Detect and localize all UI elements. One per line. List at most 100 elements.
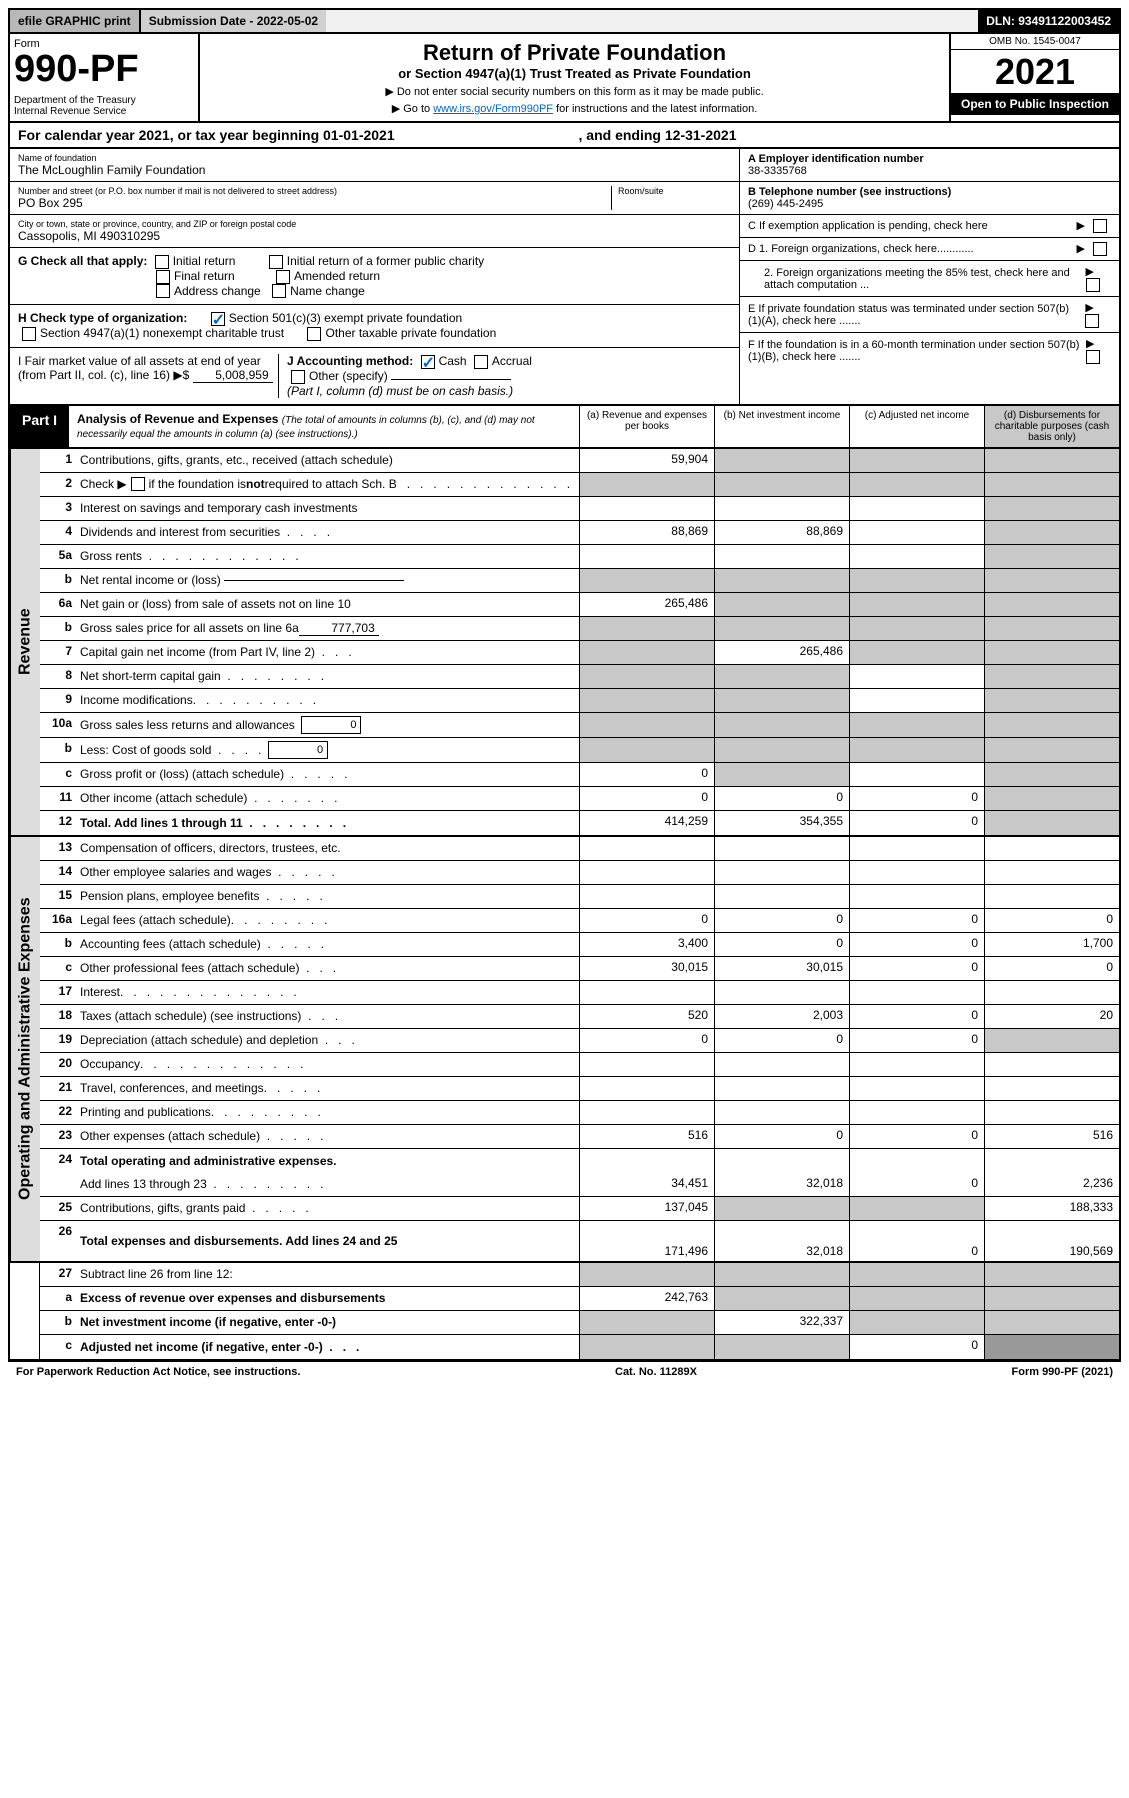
dln-label: DLN: 93491122003452: [978, 10, 1119, 32]
other-specify[interactable]: [391, 379, 511, 380]
l1-desc: Contributions, gifts, grants, etc., rece…: [76, 449, 579, 472]
l24-a-top: [579, 1149, 714, 1173]
l10a-c: [849, 713, 984, 737]
fmv-value: 5,008,959: [193, 368, 273, 383]
l10b-num: b: [40, 738, 76, 762]
l21-c: [849, 1077, 984, 1100]
g-label: G Check all that apply:: [18, 254, 147, 268]
accrual-checkbox[interactable]: [474, 355, 488, 369]
l25-b: [714, 1197, 849, 1220]
85pct-checkbox[interactable]: [1086, 278, 1100, 292]
l16c-desc: Other professional fees (attach schedule…: [76, 957, 579, 980]
l25-a: 137,045: [579, 1197, 714, 1220]
g-address: Address change: [174, 284, 261, 298]
l16a-c: 0: [849, 909, 984, 932]
section-g: G Check all that apply: Initial return I…: [10, 248, 739, 305]
foreign-org-checkbox[interactable]: [1093, 242, 1107, 256]
initial-former-checkbox[interactable]: [269, 255, 283, 269]
j-label: J Accounting method:: [287, 354, 413, 368]
col-a-header: (a) Revenue and expenses per books: [579, 406, 714, 447]
revenue-side-label: Revenue: [10, 449, 40, 835]
l15-d: [984, 885, 1119, 908]
l9-desc: Income modifications . . . . . . . . . .: [76, 689, 579, 712]
501c3-checkbox[interactable]: [211, 312, 225, 326]
l7-d: [984, 641, 1119, 664]
l13-a: [579, 837, 714, 860]
l2-a: [579, 473, 714, 496]
l9-d: [984, 689, 1119, 712]
l19-a: 0: [579, 1029, 714, 1052]
terminated-checkbox[interactable]: [1085, 314, 1099, 328]
l18-desc: Taxes (attach schedule) (see instruction…: [76, 1005, 579, 1028]
initial-return-checkbox[interactable]: [155, 255, 169, 269]
l10b-c: [849, 738, 984, 762]
l6b-inline: 777,703: [299, 621, 379, 636]
l5b-input[interactable]: [224, 580, 404, 581]
other-method-checkbox[interactable]: [291, 370, 305, 384]
d2-label: 2. Foreign organizations meeting the 85%…: [748, 267, 1082, 291]
l26-d: 190,569: [984, 1221, 1119, 1261]
l17-num: 17: [40, 981, 76, 1004]
calyear-end: 12-31-2021: [665, 127, 737, 143]
footer-catno: Cat. No. 11289X: [615, 1366, 697, 1378]
phone-label: B Telephone number (see instructions): [748, 186, 951, 198]
top-bar: efile GRAPHIC print Submission Date - 20…: [8, 8, 1121, 34]
l15-a: [579, 885, 714, 908]
l11-b: 0: [714, 787, 849, 810]
l11-a: 0: [579, 787, 714, 810]
calyear-pre: For calendar year 2021, or tax year begi…: [18, 127, 323, 143]
l27c-a: [579, 1335, 714, 1359]
amended-checkbox[interactable]: [276, 270, 290, 284]
60month-checkbox[interactable]: [1086, 350, 1100, 364]
l23-d: 516: [984, 1125, 1119, 1148]
sch-b-checkbox[interactable]: [131, 477, 145, 491]
irs-label: Internal Revenue Service: [14, 106, 194, 117]
l18-a: 520: [579, 1005, 714, 1028]
l13-b: [714, 837, 849, 860]
foundation-name: The McLoughlin Family Foundation: [18, 163, 731, 177]
name-change-checkbox[interactable]: [272, 284, 286, 298]
l5b-c: [849, 569, 984, 592]
l5b-a: [579, 569, 714, 592]
l11-d: [984, 787, 1119, 810]
irs-link[interactable]: www.irs.gov/Form990PF: [433, 103, 553, 115]
l10b-small: 0: [268, 741, 328, 759]
l8-desc: Net short-term capital gain . . . . . . …: [76, 665, 579, 688]
g-initial: Initial return: [173, 254, 236, 268]
section-i-j: I Fair market value of all assets at end…: [10, 348, 739, 404]
l27c-d: [984, 1335, 1119, 1359]
l24b-b: 32,018: [714, 1173, 849, 1196]
l20-a: [579, 1053, 714, 1076]
h-other: Other taxable private foundation: [325, 326, 496, 340]
l10c-a: 0: [579, 763, 714, 786]
l14-c: [849, 861, 984, 884]
l4-d: [984, 521, 1119, 544]
l12-c: 0: [849, 811, 984, 835]
c-label: C If exemption application is pending, c…: [748, 220, 988, 232]
address-change-checkbox[interactable]: [156, 284, 170, 298]
l14-a: [579, 861, 714, 884]
l9-num: 9: [40, 689, 76, 712]
l5b-d: [984, 569, 1119, 592]
4947-checkbox[interactable]: [22, 327, 36, 341]
l7-desc: Capital gain net income (from Part IV, l…: [76, 641, 579, 664]
l3-a: [579, 497, 714, 520]
form-header: Form 990-PF Department of the Treasury I…: [8, 34, 1121, 123]
l20-c: [849, 1053, 984, 1076]
exemption-pending-checkbox[interactable]: [1093, 219, 1107, 233]
l6b-b: [714, 617, 849, 640]
l14-desc: Other employee salaries and wages . . . …: [76, 861, 579, 884]
other-taxable-checkbox[interactable]: [307, 327, 321, 341]
final-return-checkbox[interactable]: [156, 270, 170, 284]
ein-label: A Employer identification number: [748, 153, 924, 165]
l18-c: 0: [849, 1005, 984, 1028]
expenses-side-label: Operating and Administrative Expenses: [10, 837, 40, 1261]
l18-d: 20: [984, 1005, 1119, 1028]
efile-print-button[interactable]: efile GRAPHIC print: [10, 10, 141, 32]
revenue-table: Revenue 1Contributions, gifts, grants, e…: [8, 449, 1121, 837]
l1-c: [849, 449, 984, 472]
cash-checkbox[interactable]: [421, 355, 435, 369]
g-amended: Amended return: [294, 269, 380, 283]
ein-value: 38-3335768: [748, 165, 807, 177]
l6b-c: [849, 617, 984, 640]
